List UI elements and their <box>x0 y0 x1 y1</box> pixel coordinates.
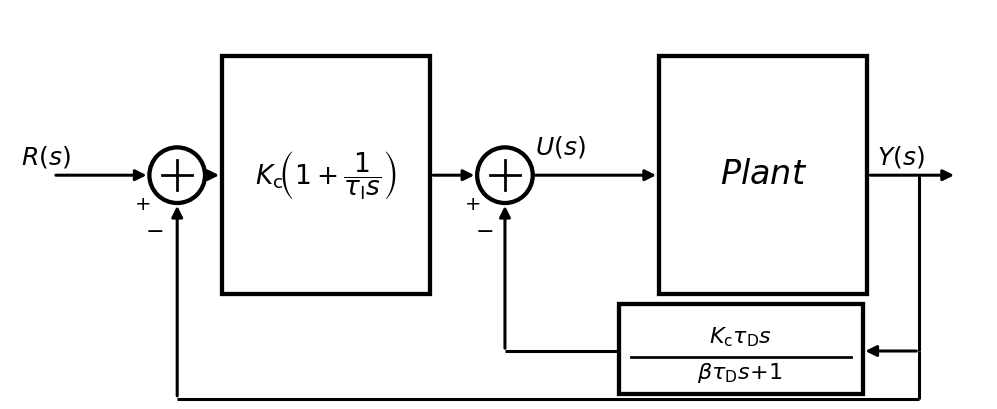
Text: $Y(s)$: $Y(s)$ <box>877 144 925 170</box>
Text: $\mathit{Plant}$: $\mathit{Plant}$ <box>720 159 807 191</box>
Text: $R(s)$: $R(s)$ <box>21 144 71 170</box>
Bar <box>222 56 431 294</box>
Bar <box>619 304 862 394</box>
Text: $+$: $+$ <box>464 196 481 214</box>
Text: $K_{\rm c}\tau_{\rm D}s$: $K_{\rm c}\tau_{\rm D}s$ <box>709 325 772 349</box>
Text: $-$: $-$ <box>475 220 494 240</box>
Text: $K_{\rm c}\!\left(1+\dfrac{1}{\tau_{\rm I}s}\right)$: $K_{\rm c}\!\left(1+\dfrac{1}{\tau_{\rm … <box>255 149 397 202</box>
Bar <box>659 56 867 294</box>
Text: $+$: $+$ <box>135 196 151 214</box>
Text: $-$: $-$ <box>146 220 164 240</box>
Text: $U(s)$: $U(s)$ <box>534 135 585 160</box>
Text: $\beta\tau_{\rm D}s\!+\!1$: $\beta\tau_{\rm D}s\!+\!1$ <box>697 361 784 385</box>
